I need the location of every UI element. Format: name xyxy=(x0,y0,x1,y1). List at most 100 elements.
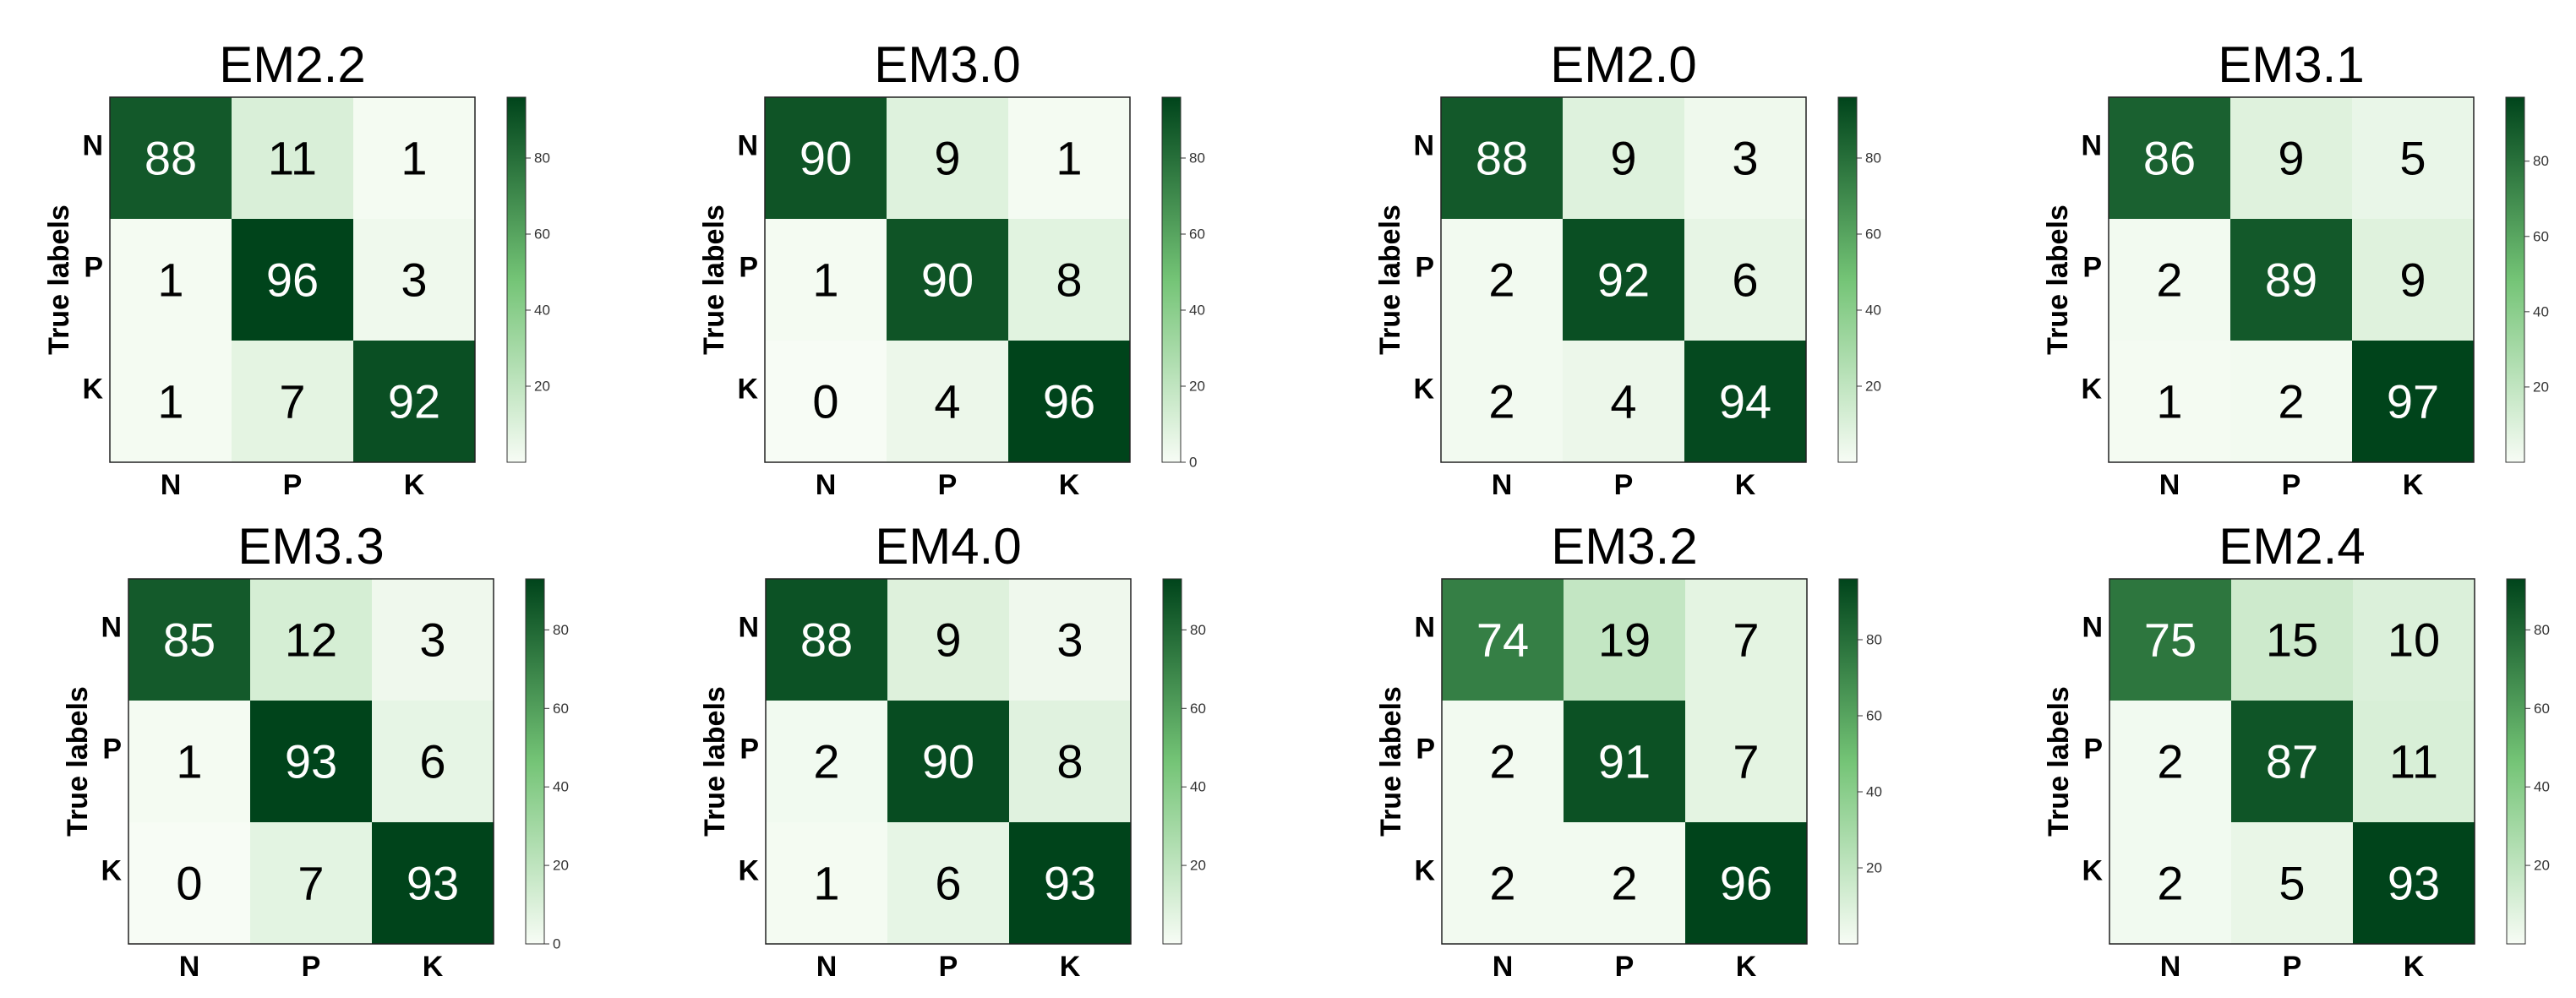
y-axis-label: True labels xyxy=(698,205,730,355)
colorbar-tick-label: 40 xyxy=(534,303,550,319)
cell-value-label: 88 xyxy=(800,614,853,667)
cell-value-label: 2 xyxy=(2156,254,2182,307)
x-tick-label: K xyxy=(2404,951,2425,983)
colorbar xyxy=(2506,578,2526,945)
colorbar xyxy=(1837,96,1858,463)
colorbar-tick-label: 0 xyxy=(553,936,560,952)
heatmap-cell xyxy=(372,701,494,822)
cell-value-label: 10 xyxy=(2388,614,2440,667)
cell-value-label: 11 xyxy=(268,132,317,185)
colorbar-tick-label: 60 xyxy=(1865,226,1881,243)
heatmap-cell xyxy=(372,822,494,944)
panel-title: EM4.0 xyxy=(875,518,1021,575)
y-tick-label: N xyxy=(1414,612,1435,644)
cell-value-label: 97 xyxy=(2387,375,2439,428)
cell-value-label: 2 xyxy=(2157,857,2183,910)
heatmap-cell xyxy=(2231,701,2353,822)
panel-title: EM3.3 xyxy=(237,518,384,575)
heatmap-cell xyxy=(1008,97,1130,219)
cell-value-label: 19 xyxy=(1598,614,1651,667)
panel-title: EM3.2 xyxy=(1551,518,1697,575)
x-tick-label: P xyxy=(1615,951,1635,983)
x-tick-label: P xyxy=(2282,469,2301,501)
colorbar-tick-label: 0 xyxy=(1189,455,1197,471)
heatmap-cell xyxy=(766,579,887,701)
colorbar xyxy=(1161,96,1182,463)
cell-value-label: 7 xyxy=(279,375,305,428)
cell-value-label: 9 xyxy=(2399,254,2426,307)
heatmap-cell xyxy=(1442,822,1564,944)
colorbar-tick-label: 80 xyxy=(1190,622,1206,638)
heatmap-cell xyxy=(250,579,372,701)
matrix-frame xyxy=(109,96,476,463)
x-tick-label: K xyxy=(1735,469,1756,501)
cell-value-label: 75 xyxy=(2144,614,2197,667)
heatmap-cell xyxy=(372,579,494,701)
cell-value-label: 5 xyxy=(2399,132,2426,185)
matrix-frame xyxy=(2108,96,2475,463)
cell-value-label: 2 xyxy=(1611,857,1637,910)
heatmap-cell xyxy=(887,822,1009,944)
heatmap-cell xyxy=(353,219,475,341)
heatmap-cell xyxy=(1684,219,1806,341)
matrix-frame xyxy=(765,578,1132,945)
heatmap-cell xyxy=(887,579,1009,701)
cell-value-label: 2 xyxy=(1489,735,1515,788)
heatmap-cell xyxy=(1684,97,1806,219)
cell-value-label: 2 xyxy=(813,735,839,788)
heatmap-cell xyxy=(1442,579,1564,701)
y-axis-label: True labels xyxy=(699,686,731,837)
colorbar-tick-label: 60 xyxy=(2534,701,2550,717)
heatmap-cell xyxy=(2353,822,2475,944)
cell-value-label: 8 xyxy=(1056,735,1083,788)
heatmap-cell xyxy=(765,219,887,341)
x-tick-label: P xyxy=(938,469,958,501)
cell-value-label: 12 xyxy=(285,614,337,667)
heatmap-cell xyxy=(1685,822,1807,944)
colorbar-tick-label: 40 xyxy=(2534,779,2550,795)
colorbar-tick-label: 20 xyxy=(1189,379,1205,395)
heatmap-cell xyxy=(766,822,887,944)
heatmap-cell xyxy=(765,97,887,219)
heatmap-cell xyxy=(1685,701,1807,822)
y-tick-label: N xyxy=(101,612,122,644)
colorbar-tick-label: 80 xyxy=(2533,153,2549,169)
x-tick-label: P xyxy=(283,469,303,501)
y-tick-label: K xyxy=(737,374,758,406)
heatmap-cell xyxy=(2353,701,2475,822)
x-tick-label: P xyxy=(302,951,321,983)
heatmap-cell xyxy=(2109,219,2230,341)
colorbar xyxy=(2505,96,2525,463)
y-tick-label: N xyxy=(1413,130,1434,162)
x-tick-label: N xyxy=(2159,469,2180,501)
heatmap-cell xyxy=(250,822,372,944)
colorbar-tick-label: 20 xyxy=(2534,858,2550,874)
x-tick-label: K xyxy=(2403,469,2424,501)
colorbar-tick-label: 20 xyxy=(553,858,569,874)
y-axis-label: True labels xyxy=(62,686,94,837)
cell-value-label: 6 xyxy=(1732,254,1758,307)
cell-value-label: 89 xyxy=(2265,254,2317,307)
heatmap-cell xyxy=(2231,822,2353,944)
heatmap-cell xyxy=(110,219,232,341)
cell-value-label: 87 xyxy=(2266,735,2318,788)
heatmap-cell xyxy=(1009,822,1131,944)
heatmap-cell xyxy=(2231,579,2353,701)
heatmap-cell xyxy=(1563,341,1684,462)
heatmap-cell xyxy=(2230,97,2352,219)
x-tick-label: P xyxy=(1614,469,1634,501)
colorbar-tick-label: 40 xyxy=(1189,303,1205,319)
y-tick-label: K xyxy=(1414,855,1435,887)
cell-value-label: 96 xyxy=(1720,857,1772,910)
cell-value-label: 86 xyxy=(2143,132,2196,185)
heatmap-cell xyxy=(232,341,353,462)
matrix-frame xyxy=(764,96,1131,463)
x-tick-label: K xyxy=(423,951,444,983)
y-tick-label: K xyxy=(1413,374,1434,406)
colorbar-tick-label: 20 xyxy=(534,379,550,395)
x-tick-label: K xyxy=(404,469,425,501)
colorbar-tick-label: 60 xyxy=(1190,701,1206,717)
